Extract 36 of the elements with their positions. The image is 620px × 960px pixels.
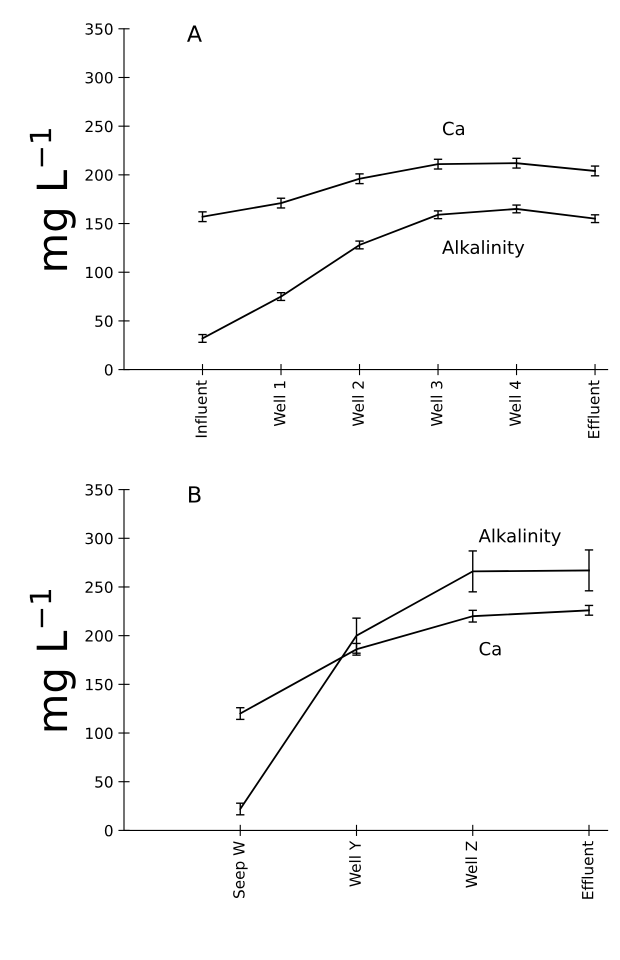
y-axis-title: mg L$^{−1}$ [30,129,76,270]
x-tick-label: Well 2 [352,382,364,426]
x-tick-label: Well 1 [274,381,286,426]
y-tick-label: 250 [86,581,113,593]
line-series [202,162,596,218]
x-tick-label: Well 4 [509,380,521,426]
chart-title: A [187,26,202,42]
x-tick-label: Well Y [349,840,361,887]
y-tick-label: 0 [104,364,113,376]
y-tick-label: 200 [86,169,113,181]
y-tick-label: 100 [86,727,113,740]
y-tick-label: 250 [86,120,113,132]
x-tick-label: Well 3 [430,381,442,426]
y-tick-label: 150 [86,218,113,230]
y-tick-label: 100 [86,266,113,278]
y-tick-label: 0 [104,824,113,836]
x-tick-label: Influent [195,380,207,438]
line-series [202,208,596,340]
series-label: Alkalinity [478,528,561,546]
y-tick-label: 50 [95,776,113,788]
y-tick-label: 300 [86,72,113,84]
y-tick-label: 300 [86,532,113,544]
series-label: Ca [442,122,464,136]
y-tick-label: 200 [86,630,113,642]
chart-title: B [189,486,201,503]
y-axis-title: mg L$^{−1}$ [30,590,76,730]
series-label: Ca [480,642,501,656]
x-tick-label: Well Z [465,842,478,888]
y-tick-label: 150 [86,678,113,690]
x-tick-label: Effluent [588,380,600,438]
y-tick-label: 350 [86,484,113,496]
y-tick-label: 350 [86,23,113,35]
y-tick-label: 50 [95,315,113,327]
series-label: Alkalinity [442,240,524,258]
x-tick-label: Effluent [582,841,594,899]
x-tick-label: Seep W [233,841,248,898]
